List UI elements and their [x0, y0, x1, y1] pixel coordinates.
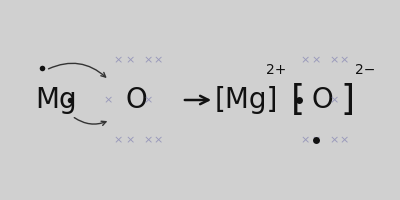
Text: ×: ×: [125, 135, 135, 145]
Text: ×: ×: [143, 95, 153, 105]
Text: ×: ×: [153, 55, 163, 65]
Text: ×: ×: [153, 135, 163, 145]
Text: ×: ×: [339, 55, 349, 65]
Text: ×: ×: [329, 55, 339, 65]
Text: 2−: 2−: [355, 63, 375, 77]
Text: Mg: Mg: [35, 86, 77, 114]
Text: O: O: [125, 86, 147, 114]
Text: ×: ×: [103, 95, 113, 105]
Text: ×: ×: [311, 55, 321, 65]
Text: O: O: [311, 86, 333, 114]
Text: ×: ×: [300, 55, 310, 65]
Text: ×: ×: [329, 95, 339, 105]
Text: ×: ×: [113, 135, 123, 145]
Text: ×: ×: [339, 135, 349, 145]
Text: ×: ×: [113, 55, 123, 65]
Text: ×: ×: [143, 135, 153, 145]
Text: ×: ×: [300, 135, 310, 145]
Text: ×: ×: [311, 135, 321, 145]
FancyArrowPatch shape: [74, 118, 106, 125]
Text: ×: ×: [329, 135, 339, 145]
Text: ×: ×: [143, 55, 153, 65]
Text: [Mg]: [Mg]: [214, 86, 278, 114]
FancyArrowPatch shape: [48, 63, 106, 77]
Text: 2+: 2+: [266, 63, 286, 77]
Text: ×: ×: [125, 55, 135, 65]
Text: [: [: [291, 83, 305, 117]
Text: ]: ]: [341, 83, 355, 117]
